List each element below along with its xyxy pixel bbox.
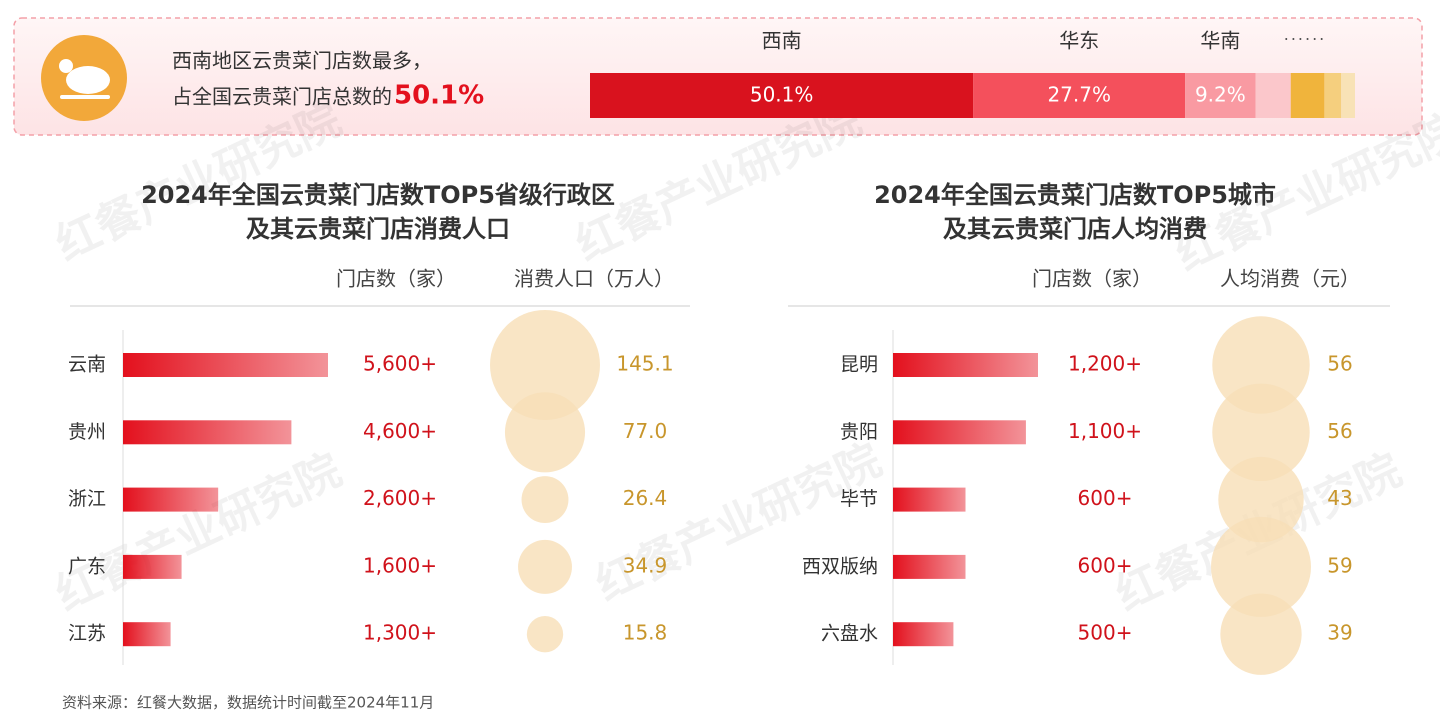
- bubble: [1212, 316, 1310, 414]
- highlight: 50.1%: [394, 81, 484, 111]
- value-label: 600+: [1078, 486, 1133, 510]
- column-header: 消费人口（万人）: [514, 267, 674, 291]
- bubble: [490, 310, 600, 420]
- bubbles: [1211, 316, 1311, 675]
- bar: [893, 487, 966, 512]
- value-label: 1,300+: [363, 621, 437, 645]
- value-label: 600+: [1078, 553, 1133, 577]
- bubble-label: 34.9: [623, 553, 668, 577]
- bubble-label: 43: [1327, 486, 1352, 510]
- chart-title: 及其云贵菜门店消费人口: [246, 215, 510, 243]
- bar: [123, 487, 219, 512]
- bubble: [1220, 593, 1302, 675]
- bar: [893, 420, 1026, 445]
- category-label: 浙江: [68, 488, 106, 510]
- bubble-label: 15.8: [623, 621, 668, 645]
- bar: [123, 554, 182, 579]
- value-label: 2,600+: [363, 486, 437, 510]
- value-label: 4,600+: [363, 419, 437, 443]
- share-segment: [1324, 73, 1342, 118]
- annotation: 占全国云贵菜门店总数的: [172, 85, 392, 109]
- category-label: 广东: [68, 555, 106, 577]
- category-label: 西双版纳: [802, 555, 878, 577]
- value-label: 500+: [1078, 621, 1133, 645]
- bubble-label: 56: [1327, 352, 1352, 376]
- category-label: 华南: [1200, 29, 1240, 53]
- bubble: [526, 616, 564, 653]
- bubble: [518, 539, 572, 594]
- source: 资料来源：红餐大数据，数据统计时间截至2024年11月: [62, 694, 434, 712]
- share-segment: [1185, 73, 1256, 118]
- bubble-label: 39: [1327, 621, 1352, 645]
- annotation: 西南地区云贵菜门店数最多，: [172, 49, 432, 73]
- category-label: 云南: [68, 354, 106, 376]
- bubble: [1212, 383, 1310, 482]
- category-label: 毕节: [840, 488, 878, 510]
- bar: [123, 353, 328, 377]
- share-segment: [1341, 73, 1355, 118]
- bubble-label: 145.1: [616, 352, 673, 376]
- column-header: 门店数（家）: [336, 267, 456, 291]
- bubbles: [490, 310, 600, 653]
- more-label: ······: [1284, 30, 1327, 49]
- bar: [123, 420, 292, 445]
- value-label: 1,600+: [363, 553, 437, 577]
- category-label: 江苏: [68, 623, 106, 645]
- category-label: 西南: [762, 29, 802, 53]
- icon-chicken: [59, 59, 110, 99]
- watermark: 红餐产业研究院: [588, 434, 889, 610]
- category-label: 昆明: [840, 354, 878, 376]
- chart-title: 2024年全国云贵菜门店数TOP5城市: [874, 181, 1276, 209]
- value-label: 1,100+: [1068, 419, 1142, 443]
- watermark: 红餐产业研究院: [48, 444, 349, 620]
- bubble: [521, 476, 569, 524]
- bubble-label: 59: [1327, 553, 1352, 577]
- bar: [893, 554, 966, 579]
- bar: [123, 622, 171, 647]
- bar: [893, 353, 1038, 377]
- category-label: 贵州: [68, 421, 106, 443]
- bar: [893, 622, 954, 647]
- share-segment: [1255, 73, 1291, 118]
- bubble-label: 56: [1327, 419, 1352, 443]
- value-label: 9.2%: [1195, 83, 1246, 107]
- category-label: 贵阳: [840, 421, 878, 443]
- share-segment: [590, 73, 974, 118]
- share-segment: [973, 73, 1186, 118]
- category-label: 六盘水: [821, 623, 878, 645]
- value-label: 27.7%: [1047, 83, 1111, 107]
- column-header: 门店数（家）: [1032, 267, 1152, 291]
- value-label: 5,600+: [363, 352, 437, 376]
- chart-title: 2024年全国云贵菜门店数TOP5省级行政区: [141, 181, 615, 209]
- value-label: 50.1%: [750, 83, 814, 107]
- bubble-label: 77.0: [623, 419, 668, 443]
- bubble: [1211, 516, 1311, 617]
- value-label: 1,200+: [1068, 352, 1142, 376]
- chart-title: 及其云贵菜门店人均消费: [943, 215, 1207, 243]
- column-header: 人均消费（元）: [1220, 267, 1360, 291]
- bubble: [504, 392, 586, 473]
- category-label: 华东: [1059, 29, 1099, 53]
- bubble: [1218, 456, 1304, 543]
- share-segment: [1290, 73, 1325, 118]
- bubble-label: 26.4: [623, 486, 668, 510]
